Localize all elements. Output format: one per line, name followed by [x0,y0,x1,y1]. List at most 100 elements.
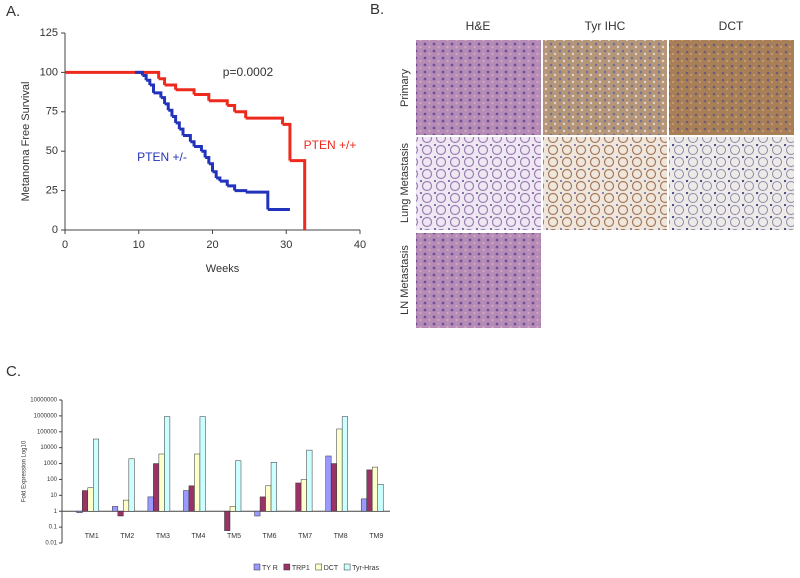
bar [76,510,83,514]
bar [377,483,384,512]
y-axis-label: Fold Expression Log10 [22,440,28,502]
bar [87,487,94,512]
y-tick-label: 10000000 [30,398,57,404]
legend-label: TRP1 [292,565,310,572]
bar [229,506,236,512]
series-label: PTEN +/- [137,150,187,164]
row-label: LN Metastasis [399,245,411,315]
x-tick-label: TM6 [263,533,277,540]
series-label: PTEN +/+ [304,138,357,152]
bar [183,490,190,512]
bar [93,438,100,512]
x-tick-label: 20 [206,239,218,251]
survival-step [164,102,170,111]
histology-image [416,137,541,230]
survival-step [234,189,248,193]
survival-step [208,162,214,172]
x-tick-label: TM5 [227,533,241,540]
bar [188,485,195,512]
x-tick-label: TM1 [85,533,99,540]
y-tick-label: 10000 [40,445,57,451]
y-tick-label: 1000 [44,461,58,467]
survival-step [160,96,167,104]
bar [123,499,130,512]
y-tick-label: 10 [50,493,57,499]
survival-step [194,92,211,101]
column-label: H&E [466,19,491,33]
x-tick-label: 10 [133,239,145,251]
y-tick-label: 50 [46,145,58,157]
bar [235,460,242,512]
panel-label: C. [6,363,21,380]
bar [117,510,124,517]
bar [164,416,171,512]
legend-swatch [343,563,351,571]
survival-step [65,70,161,79]
bar [341,416,348,512]
survival-step [194,144,203,152]
survival-step [179,127,185,136]
survival-step [216,176,222,182]
survival-step [234,110,248,119]
survival-step [282,122,292,161]
y-tick-label: 100 [47,477,58,483]
y-axis-label: Metanoma Free Survival [20,82,32,202]
survival-step [201,149,207,158]
histology-image [669,137,794,230]
bar [147,496,154,512]
x-tick-label: TM7 [298,533,312,540]
bar [158,453,165,512]
survival-step [227,184,237,191]
y-tick-label: 0.01 [45,541,57,547]
x-tick-label: 30 [280,239,292,251]
histology-image [669,40,794,135]
bar [265,485,272,512]
x-tick-label: TM8 [334,533,348,540]
y-tick-label: 1000000 [34,413,58,419]
survival-step [153,91,163,98]
y-tick-label: 1 [54,509,58,515]
bar [330,463,337,512]
x-tick-label: TM3 [156,533,170,540]
survival-step [219,179,229,186]
y-tick-label: 0.1 [49,525,58,531]
y-tick-label: 125 [40,27,58,39]
panel-label: B. [370,1,384,18]
survival-step [135,70,144,76]
x-tick-label: 40 [354,239,366,251]
histology-image [416,40,541,135]
bar [295,482,302,512]
survival-step [146,78,152,86]
legend-swatch [315,563,322,571]
column-label: Tyr IHC [585,19,626,33]
legend-swatch [283,563,291,571]
legend-swatch [253,563,261,571]
y-tick-label: 75 [46,106,58,118]
survival-step [168,108,174,117]
x-tick-label: 0 [62,239,68,251]
bar [112,506,119,512]
survival-step [183,133,192,142]
bar [336,428,343,512]
x-tick-label: TM4 [191,533,205,540]
survival-step [142,74,148,81]
bar [306,449,313,512]
y-tick-label: 25 [46,185,58,197]
bar [128,458,135,512]
survival-step [205,156,211,164]
column-label: DCT [719,19,744,33]
bar [300,479,307,512]
survival-step [227,103,237,112]
row-label: Lung Metastasis [399,142,411,223]
annotation: p=0.0002 [223,65,274,79]
y-tick-label: 0 [52,224,58,236]
bar [82,490,89,512]
survival-step [289,159,307,230]
bar [254,510,261,517]
legend-label: TY R [262,565,278,572]
bar [194,453,201,512]
x-tick-label: TM2 [120,533,134,540]
survival-step [245,190,270,210]
